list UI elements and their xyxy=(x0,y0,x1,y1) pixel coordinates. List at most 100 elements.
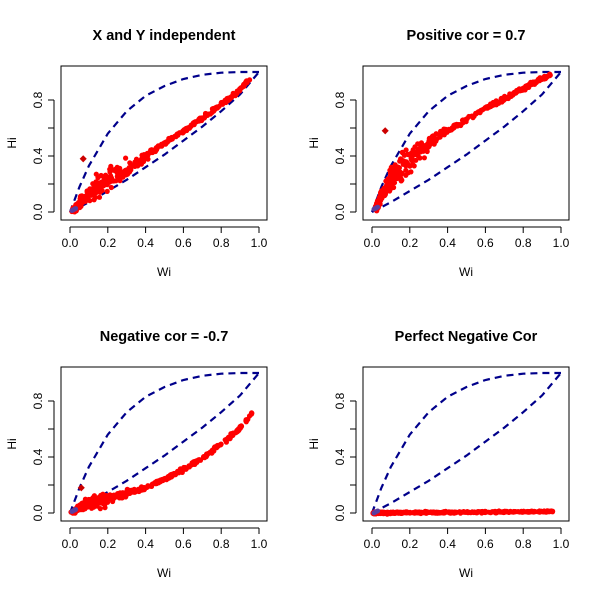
data-point xyxy=(452,509,458,516)
y-tick-label: 0.4 xyxy=(333,147,347,164)
data-point xyxy=(408,169,414,175)
data-point xyxy=(134,487,140,493)
data-point xyxy=(177,466,183,472)
outlier-point xyxy=(77,484,85,492)
panel-2: Positive cor = 0.70.0 0.2 0.4 0.6 0.8 1.0Wi0.… xyxy=(307,28,570,279)
data-point xyxy=(419,142,425,148)
data-point xyxy=(527,509,533,515)
x-tick-label: 1.0 xyxy=(251,537,268,551)
data-point xyxy=(108,177,114,184)
data-point xyxy=(186,464,192,470)
data-point xyxy=(76,503,82,510)
data-point xyxy=(375,204,381,210)
data-point xyxy=(438,510,444,516)
lower-envelope-curve xyxy=(371,372,562,514)
data-point xyxy=(384,509,390,516)
data-point xyxy=(412,509,419,515)
data-point xyxy=(508,93,514,99)
data-point xyxy=(124,491,130,497)
data-point xyxy=(521,508,527,514)
data-point xyxy=(417,147,423,153)
data-point xyxy=(195,457,202,463)
data-point xyxy=(120,174,126,180)
data-point xyxy=(98,172,104,179)
data-point xyxy=(413,157,419,163)
data-point xyxy=(512,90,518,96)
data-point xyxy=(85,196,91,202)
x-tick-label: 0.6 xyxy=(477,537,494,551)
x-tick-label: 0.6 xyxy=(477,236,494,250)
data-point xyxy=(107,495,113,501)
x-tick-label: 0.2 xyxy=(99,236,116,250)
data-point xyxy=(239,85,245,91)
data-point xyxy=(163,477,170,483)
data-point xyxy=(529,81,535,87)
data-point xyxy=(537,78,543,84)
data-points xyxy=(371,71,553,214)
data-point xyxy=(224,97,230,103)
x-axis: 0.0 0.2 0.4 0.6 0.8 1.0 Wi xyxy=(62,226,268,279)
plot-frame xyxy=(362,366,570,522)
x-tick-label: 0.2 xyxy=(401,236,418,250)
data-point xyxy=(113,494,119,500)
data-point xyxy=(117,490,123,496)
data-point xyxy=(199,115,205,121)
data-point xyxy=(96,194,103,200)
data-point xyxy=(211,106,217,112)
data-point xyxy=(385,185,391,191)
data-point xyxy=(500,509,507,515)
data-point xyxy=(236,427,242,433)
plot-frame xyxy=(60,65,268,221)
x-tick-label: 0.8 xyxy=(515,236,532,250)
data-point xyxy=(96,186,102,192)
y-tick-label: 0.8 xyxy=(31,91,45,108)
data-point xyxy=(159,476,165,483)
data-point xyxy=(174,132,180,138)
data-point xyxy=(133,156,140,162)
data-point xyxy=(80,500,86,506)
y-axis-label: Hi xyxy=(5,137,19,148)
data-point xyxy=(427,139,433,146)
data-point xyxy=(463,119,469,125)
plot-frame xyxy=(60,366,268,522)
data-point xyxy=(182,464,188,471)
data-point xyxy=(78,203,84,209)
data-point xyxy=(477,108,483,114)
data-point xyxy=(246,413,253,419)
y-tick-label: 0.8 xyxy=(333,392,347,409)
data-point xyxy=(405,151,411,157)
data-point xyxy=(443,126,449,132)
data-point xyxy=(97,506,103,512)
data-point xyxy=(453,123,459,129)
data-point xyxy=(104,188,110,194)
data-point xyxy=(463,509,469,515)
data-points xyxy=(69,77,253,215)
data-point xyxy=(127,487,133,493)
data-point xyxy=(381,190,387,196)
data-point xyxy=(154,478,160,484)
data-point xyxy=(383,178,389,184)
data-point xyxy=(442,510,448,516)
data-point xyxy=(375,508,381,514)
data-point xyxy=(145,152,151,158)
data-point xyxy=(424,147,430,153)
x-tick-label: 0.4 xyxy=(439,537,456,551)
data-point xyxy=(243,419,249,425)
data-point xyxy=(396,165,402,171)
lower-envelope-curve xyxy=(69,71,260,213)
data-point xyxy=(116,170,122,176)
x-tick-label: 0.6 xyxy=(175,537,192,551)
data-point xyxy=(403,147,409,153)
x-tick-label: 0.0 xyxy=(62,537,79,551)
data-point xyxy=(479,510,485,516)
x-axis: 0.0 0.2 0.4 0.6 0.8 1.0 Wi xyxy=(364,527,570,580)
x-tick-label: 1.0 xyxy=(251,236,268,250)
plot-frame xyxy=(362,65,570,221)
data-point xyxy=(110,498,116,505)
y-tick-label: 0.8 xyxy=(333,91,347,108)
data-point xyxy=(430,509,436,515)
data-point xyxy=(141,156,147,162)
data-point xyxy=(544,73,551,80)
outlier-point xyxy=(381,127,389,135)
